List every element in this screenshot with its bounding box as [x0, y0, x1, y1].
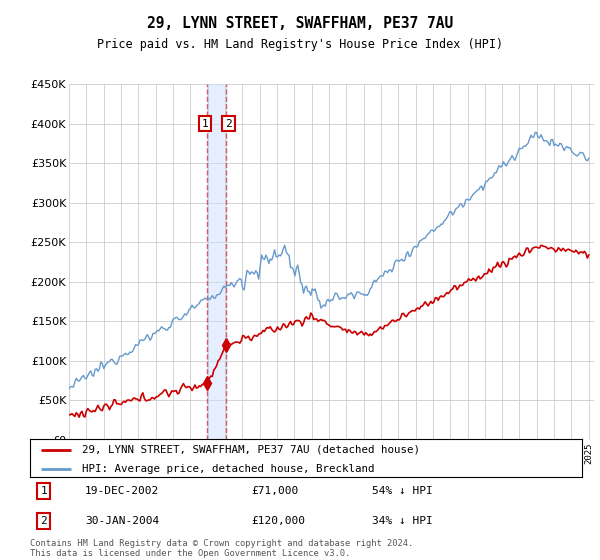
Text: Price paid vs. HM Land Registry's House Price Index (HPI): Price paid vs. HM Land Registry's House …	[97, 38, 503, 51]
Bar	[207, 84, 226, 440]
Text: £120,000: £120,000	[251, 516, 305, 526]
Text: £71,000: £71,000	[251, 486, 298, 496]
Text: HPI: Average price, detached house, Breckland: HPI: Average price, detached house, Brec…	[82, 464, 375, 474]
Text: 29, LYNN STREET, SWAFFHAM, PE37 7AU: 29, LYNN STREET, SWAFFHAM, PE37 7AU	[147, 16, 453, 31]
Text: 29, LYNN STREET, SWAFFHAM, PE37 7AU (detached house): 29, LYNN STREET, SWAFFHAM, PE37 7AU (det…	[82, 445, 421, 455]
Text: 1: 1	[40, 486, 47, 496]
Text: 19-DEC-2002: 19-DEC-2002	[85, 486, 160, 496]
Text: 1: 1	[202, 119, 208, 128]
Text: Contains HM Land Registry data © Crown copyright and database right 2024.
This d: Contains HM Land Registry data © Crown c…	[30, 539, 413, 558]
Text: 54% ↓ HPI: 54% ↓ HPI	[372, 486, 433, 496]
Text: 30-JAN-2004: 30-JAN-2004	[85, 516, 160, 526]
Text: 2: 2	[225, 119, 232, 128]
Text: 34% ↓ HPI: 34% ↓ HPI	[372, 516, 433, 526]
Text: 2: 2	[40, 516, 47, 526]
